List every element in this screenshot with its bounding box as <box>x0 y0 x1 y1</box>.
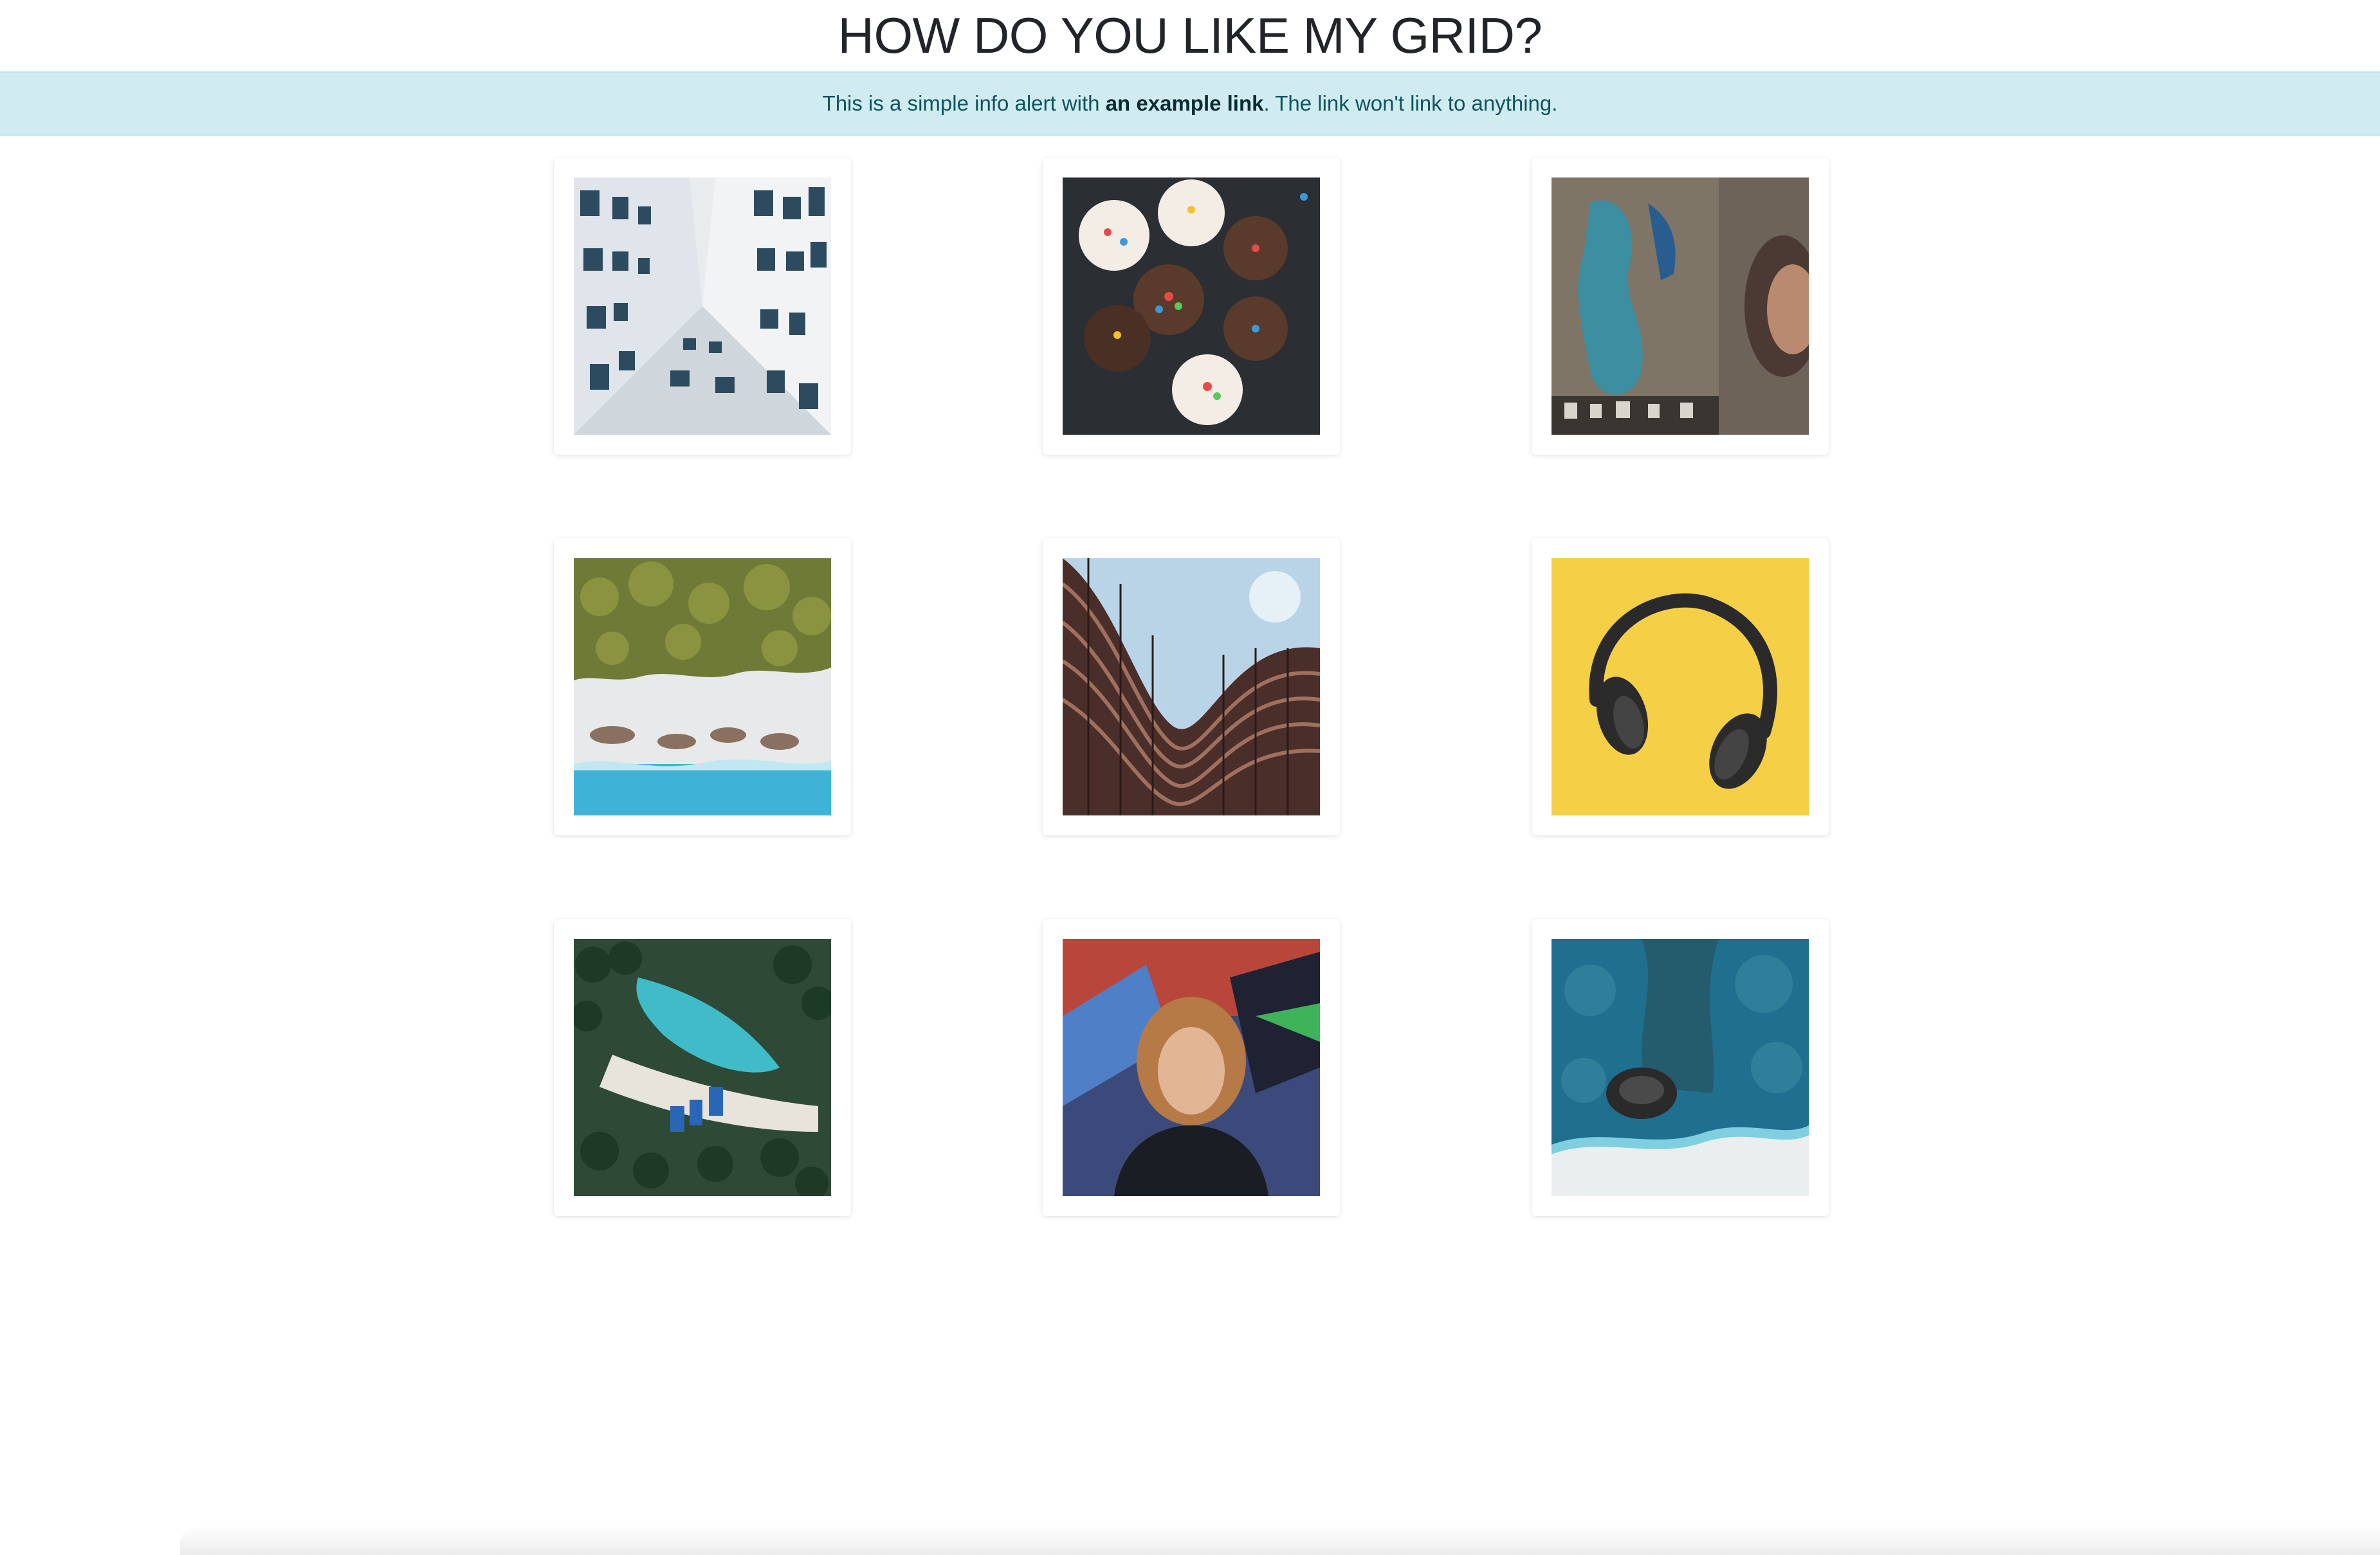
info-alert: This is a simple info alert with an exam… <box>0 71 2380 136</box>
grid-card-building-upward-view <box>554 158 851 455</box>
grid-card-street-art-mural <box>1532 158 1829 455</box>
aerial-beach-palms-image <box>574 558 831 815</box>
grid-card-headphones-on-yellow <box>1532 538 1829 835</box>
aerial-coast-rocks-image <box>1552 939 1809 1196</box>
grid-card-curved-building <box>1043 538 1340 835</box>
building-upward-view-image <box>574 177 831 435</box>
person-portrait-graffiti-image <box>1063 939 1320 1196</box>
street-art-mural-image <box>1552 177 1809 435</box>
grid-card-aerial-coast-rocks <box>1532 919 1829 1216</box>
grid-card-cupcakes <box>1043 158 1340 455</box>
alert-example-link[interactable]: an example link <box>1105 91 1264 115</box>
headphones-on-yellow-image <box>1552 558 1809 815</box>
grid-card-person-portrait-graffiti <box>1043 919 1340 1216</box>
aerial-tropical-lagoon-image <box>574 939 831 1196</box>
curved-building-image <box>1063 558 1320 815</box>
cupcakes-image <box>1063 177 1320 435</box>
alert-text-before: This is a simple info alert with <box>822 91 1106 115</box>
bottom-edge-shadow <box>180 1525 2380 1555</box>
grid-card-aerial-tropical-lagoon <box>554 919 851 1216</box>
grid-card-aerial-beach-palms <box>554 538 851 835</box>
alert-text-after: . The link won't link to anything. <box>1263 91 1558 115</box>
page-title: HOW DO YOU LIKE MY GRID? <box>838 6 1542 64</box>
